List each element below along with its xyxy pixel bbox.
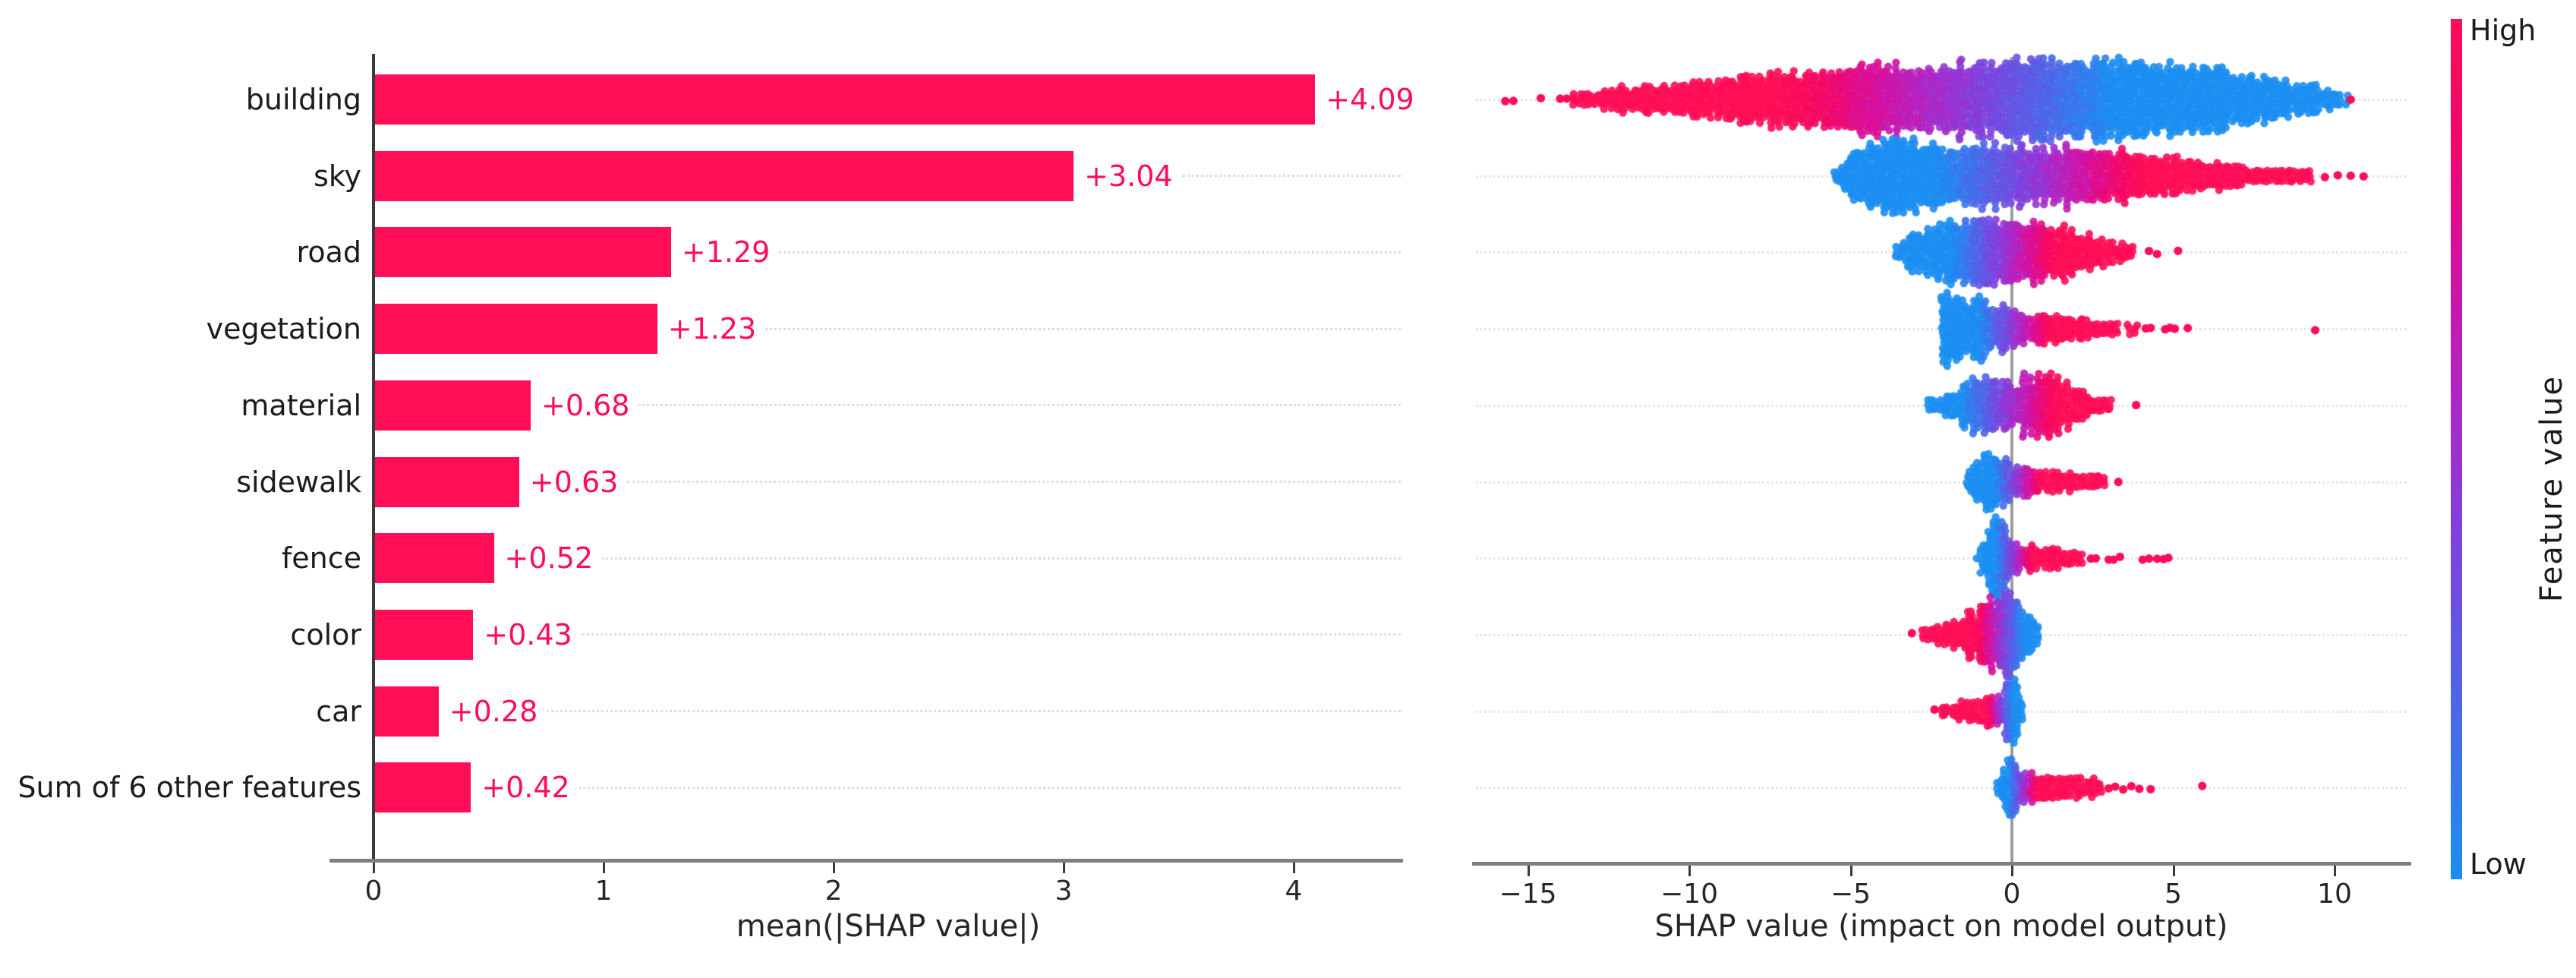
beeswarm-points-canvas [0, 0, 2576, 978]
shap-summary-figure: building+4.09sky+3.04road+1.29vegetation… [0, 0, 2576, 978]
